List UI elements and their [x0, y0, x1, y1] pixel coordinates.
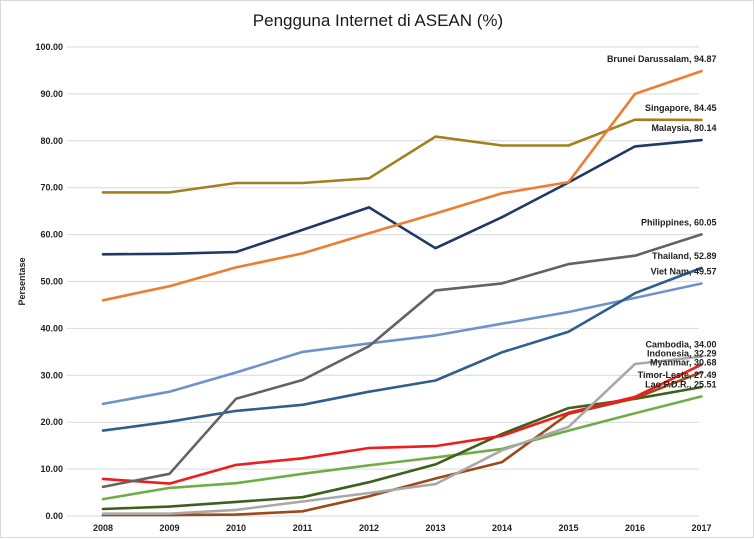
- series-end-label: Myanmar, 30.68: [650, 358, 717, 368]
- y-tick-label: 90.00: [40, 89, 63, 99]
- x-tick-label: 2010: [226, 523, 246, 533]
- x-tick-label: 2014: [492, 523, 512, 533]
- y-tick-label: 50.00: [40, 277, 63, 287]
- y-tick-label: 70.00: [40, 183, 63, 193]
- x-tick-label: 2015: [558, 523, 578, 533]
- series-line-philippines: [101, 233, 703, 489]
- series-end-label: Philippines, 60.05: [641, 217, 717, 227]
- y-tick-label: 40.00: [40, 323, 63, 333]
- series-end-label: Indonesia, 32.29: [647, 349, 717, 359]
- series-line-brunei-darussalam: [101, 69, 703, 302]
- series-line-cambodia: [101, 355, 703, 516]
- x-tick-label: 2008: [93, 523, 113, 533]
- series-line-timor-leste: [101, 385, 703, 511]
- series-line-indonesia: [101, 363, 703, 485]
- y-axis-label: Persentase: [17, 257, 27, 305]
- series-line-myanmar: [101, 370, 703, 517]
- x-tick-label: 2017: [691, 523, 711, 533]
- y-tick-label: 10.00: [40, 464, 63, 474]
- series-end-label: Thailand, 52.89: [652, 251, 717, 261]
- y-tick-label: 80.00: [40, 136, 63, 146]
- series-line-malaysia: [101, 138, 703, 256]
- series-end-label: Timor-Leste, 27.49: [638, 370, 717, 380]
- x-tick-label: 2012: [359, 523, 379, 533]
- series-end-label: Singapore, 84.45: [645, 103, 717, 113]
- series-line-lao-p-d-r: [101, 395, 703, 501]
- series-lines: [101, 69, 703, 517]
- x-tick-label: 2016: [625, 523, 645, 533]
- series-line-viet-nam: [101, 282, 703, 406]
- series-line-thailand: [101, 266, 703, 432]
- series-end-label: Malaysia, 80.14: [651, 123, 716, 133]
- x-axis-ticks: 2008 2009 2010 2011 2012 2013 2014 2015 2016 2017: [93, 523, 712, 533]
- chart-title: Pengguna Internet di ASEAN (%): [252, 11, 504, 30]
- series-end-label: Brunei Darussalam, 94.87: [607, 54, 717, 64]
- y-tick-label: 30.00: [40, 370, 63, 380]
- series-line-singapore: [101, 118, 703, 194]
- gridlines: [67, 46, 699, 517]
- y-tick-label: 60.00: [40, 230, 63, 240]
- y-axis-ticks: 0.00 10.00 20.00 30.00 40.00 50.00 60.00 70.00 8…: [35, 42, 63, 521]
- x-tick-label: 2013: [425, 523, 445, 533]
- y-tick-label: 100.00: [35, 42, 63, 52]
- end-labels: Brunei Darussalam, 94.87 Singapore, 84.45…: [607, 54, 717, 389]
- series-end-label: Viet Nam, 49.57: [651, 267, 717, 277]
- y-tick-label: 20.00: [40, 417, 63, 427]
- y-tick-label: 0.00: [45, 511, 63, 521]
- series-end-label: Lao P.D.R., 25.51: [645, 379, 716, 389]
- x-tick-label: 2009: [159, 523, 179, 533]
- x-tick-label: 2011: [293, 523, 313, 533]
- series-end-label: Cambodia, 34.00: [645, 340, 716, 350]
